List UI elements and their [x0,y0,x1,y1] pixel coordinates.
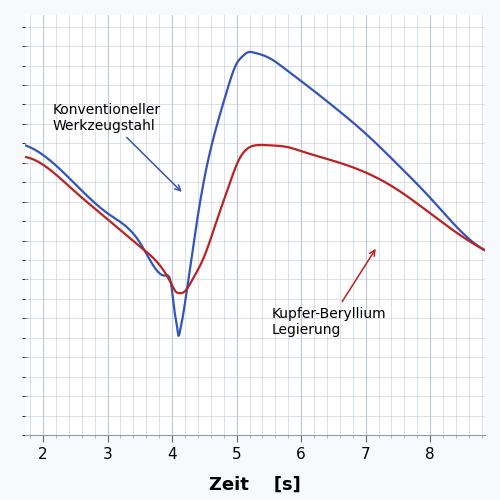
X-axis label: Zeit    [s]: Zeit [s] [209,476,301,494]
Text: Kupfer-Beryllium
Legierung: Kupfer-Beryllium Legierung [272,250,386,337]
Text: Konventioneller
Werkzeugstahl: Konventioneller Werkzeugstahl [52,102,180,190]
